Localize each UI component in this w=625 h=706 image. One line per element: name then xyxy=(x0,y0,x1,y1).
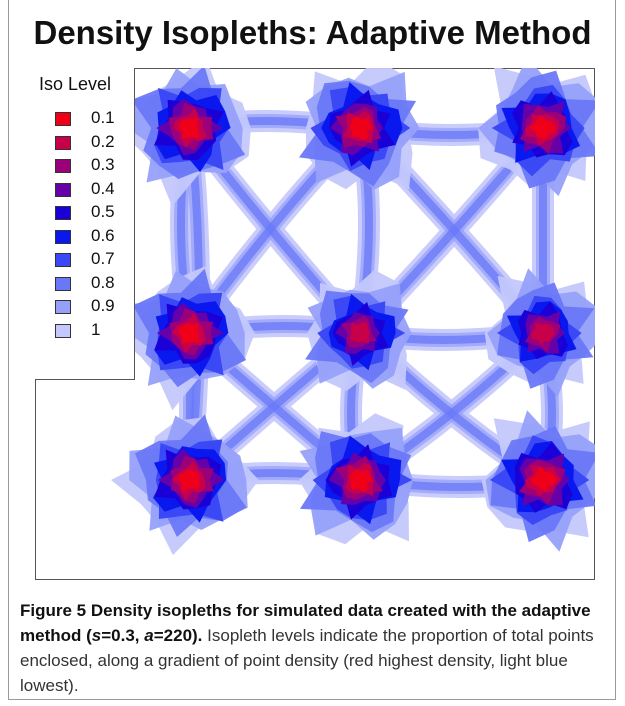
isopleth-contour xyxy=(530,322,555,345)
legend-swatch xyxy=(55,206,71,220)
isopleth-contour xyxy=(178,469,200,491)
legend-swatch xyxy=(55,323,71,338)
caption-s-val: =0.3, xyxy=(101,626,145,645)
isopleth-contour xyxy=(349,321,370,344)
caption-a-var: a xyxy=(144,626,154,645)
caption-label: Figure 5 xyxy=(20,601,87,620)
legend-item: 0.3 xyxy=(35,155,135,175)
isopleth-contour xyxy=(179,117,199,140)
isopleth-plot xyxy=(111,68,595,556)
legend-label: 0.6 xyxy=(91,225,115,245)
legend-item: 0.1 xyxy=(35,108,135,128)
legend-item: 0.8 xyxy=(35,273,135,293)
legend-item: 0.7 xyxy=(35,249,135,269)
caption-s-var: s xyxy=(91,626,102,645)
caption-bold-text: Density isopleths for simulated data cre… xyxy=(20,601,591,645)
legend-label: 0.7 xyxy=(91,249,115,268)
legend-title: Iso Level xyxy=(39,74,112,94)
legend-label: 0.1 xyxy=(91,108,115,127)
legend-item: 0.2 xyxy=(35,132,135,152)
legend-swatch xyxy=(55,253,71,267)
legend-swatch xyxy=(55,135,71,150)
legend-swatch xyxy=(55,182,71,197)
legend-swatch xyxy=(55,159,71,173)
legend-label: 0.5 xyxy=(91,202,115,221)
isopleth-contour xyxy=(529,114,557,140)
legend-item: 0.6 xyxy=(35,226,135,246)
caption-body: Isopleth levels indicate the proportion … xyxy=(20,626,594,695)
legend-label: 0.4 xyxy=(91,178,115,198)
legend-label: 1 xyxy=(91,319,101,339)
legend-swatch xyxy=(55,276,71,291)
isopleth-contour xyxy=(350,469,373,493)
figure-caption: Figure 5 Density isopleths for simulated… xyxy=(20,598,608,698)
legend: Iso Level 0.1 0.2 0.3 0.4 0.5 0.6 0.7 0.8 0.9 1 xyxy=(35,68,135,380)
legend-label: 0.3 xyxy=(91,155,115,174)
legend-swatch xyxy=(55,112,71,126)
legend-item: 0.9 xyxy=(35,296,135,316)
caption-a-val: =220). xyxy=(153,626,203,645)
legend-label: 0.9 xyxy=(91,296,115,315)
chart-title: Density Isopleths: Adaptive Method xyxy=(33,14,592,51)
isopleth-contour xyxy=(530,466,557,493)
legend-swatch xyxy=(55,300,71,314)
isopleth-contour xyxy=(349,116,374,141)
legend-swatch xyxy=(55,229,71,244)
legend-label: 0.2 xyxy=(91,131,115,151)
isopleth-contour xyxy=(178,323,199,345)
legend-item: 1 xyxy=(35,320,135,340)
legend-item: 0.5 xyxy=(35,202,135,222)
legend-label: 0.8 xyxy=(91,272,115,292)
legend-item: 0.4 xyxy=(35,179,135,199)
